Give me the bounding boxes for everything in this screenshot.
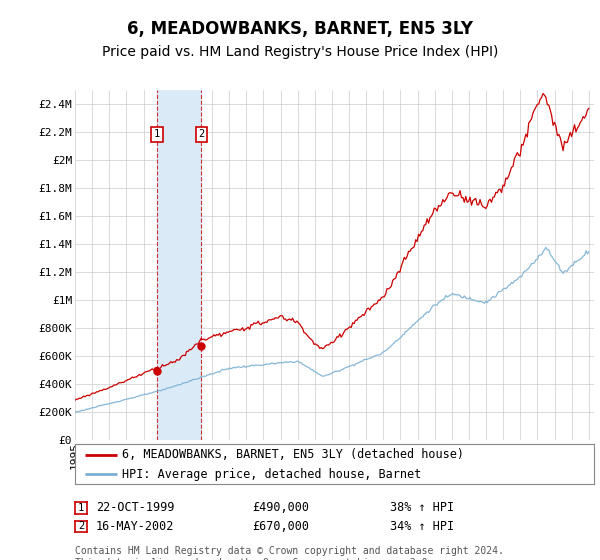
Text: 2: 2: [198, 129, 205, 139]
Text: 6, MEADOWBANKS, BARNET, EN5 3LY (detached house): 6, MEADOWBANKS, BARNET, EN5 3LY (detache…: [122, 449, 464, 461]
Text: £490,000: £490,000: [252, 501, 309, 515]
Text: Contains HM Land Registry data © Crown copyright and database right 2024.
This d: Contains HM Land Registry data © Crown c…: [75, 546, 504, 560]
Text: 16-MAY-2002: 16-MAY-2002: [96, 520, 175, 533]
Text: 1: 1: [78, 503, 84, 513]
Text: Price paid vs. HM Land Registry's House Price Index (HPI): Price paid vs. HM Land Registry's House …: [102, 45, 498, 59]
Text: HPI: Average price, detached house, Barnet: HPI: Average price, detached house, Barn…: [122, 468, 421, 481]
Text: 2: 2: [78, 521, 84, 531]
Text: 34% ↑ HPI: 34% ↑ HPI: [390, 520, 454, 533]
Text: 1: 1: [154, 129, 160, 139]
Text: £670,000: £670,000: [252, 520, 309, 533]
Text: 38% ↑ HPI: 38% ↑ HPI: [390, 501, 454, 515]
Text: 6, MEADOWBANKS, BARNET, EN5 3LY: 6, MEADOWBANKS, BARNET, EN5 3LY: [127, 20, 473, 38]
Bar: [157, 90, 201, 440]
Text: 22-OCT-1999: 22-OCT-1999: [96, 501, 175, 515]
